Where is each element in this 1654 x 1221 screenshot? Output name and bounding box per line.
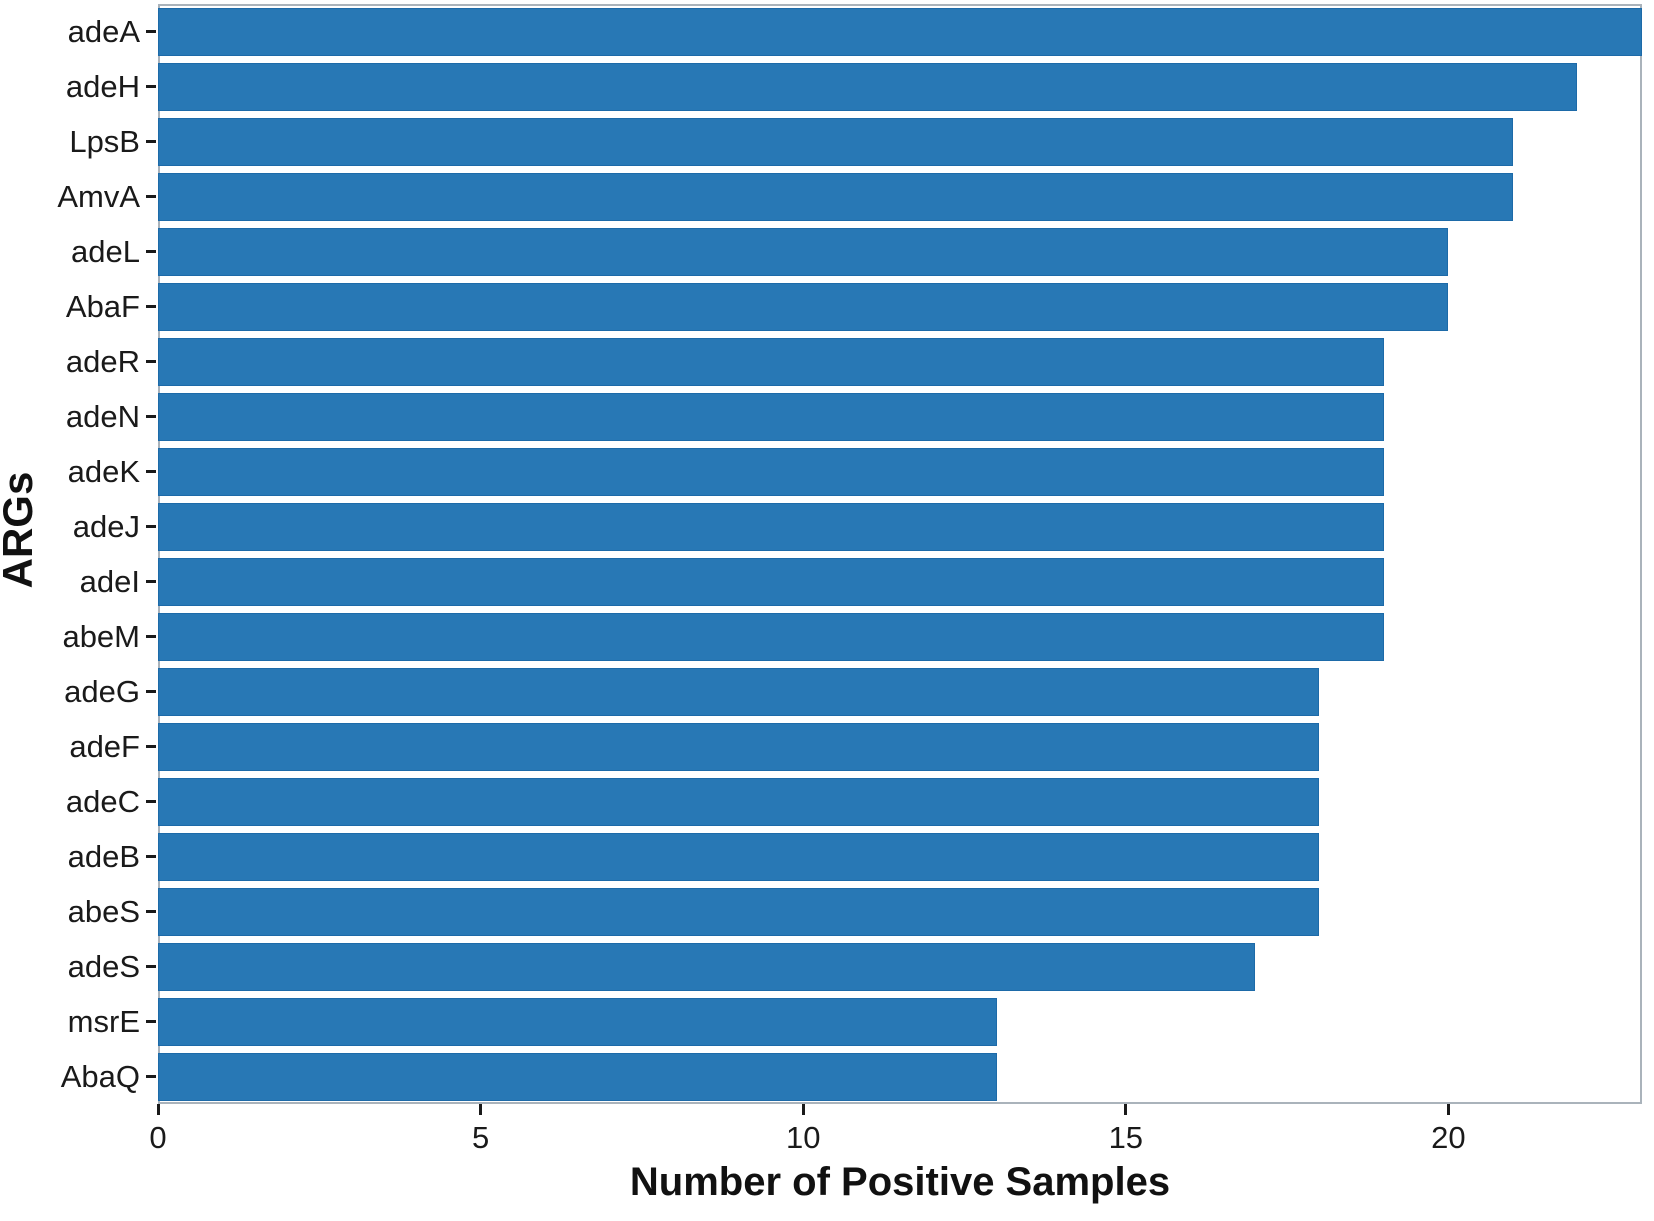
y-tick-label: adeF	[69, 728, 140, 764]
bar	[158, 62, 1578, 111]
y-tick-mark	[146, 965, 156, 968]
y-tick-mark	[146, 30, 156, 33]
bar	[158, 777, 1320, 826]
y-tick-mark	[146, 855, 156, 858]
y-tick-label: adeH	[65, 68, 140, 104]
y-tick-label: msrE	[67, 1003, 140, 1039]
y-tick-mark	[146, 800, 156, 803]
y-tick-mark	[146, 195, 156, 198]
bar	[158, 282, 1449, 331]
y-tick-label: adeB	[67, 838, 140, 874]
bar	[158, 612, 1384, 661]
x-tick-mark	[156, 1104, 160, 1115]
y-tick-mark	[146, 1020, 156, 1023]
bar	[158, 502, 1384, 551]
bar	[158, 942, 1255, 991]
y-tick-label: AbaF	[65, 288, 140, 324]
bar	[158, 117, 1513, 166]
bar	[158, 667, 1320, 716]
y-tick-mark	[146, 635, 156, 638]
y-tick-mark	[146, 745, 156, 748]
bar	[158, 7, 1642, 56]
y-tick-label: adeA	[67, 13, 140, 49]
plot-panel	[158, 4, 1642, 1104]
y-axis-title: ARGs	[0, 471, 41, 589]
y-tick-mark	[146, 140, 156, 143]
y-tick-label: adeC	[65, 783, 140, 819]
x-tick-label: 10	[785, 1120, 821, 1155]
y-tick-label: adeI	[79, 563, 140, 599]
y-tick-mark	[146, 470, 156, 473]
y-tick-label: abeM	[62, 618, 140, 654]
y-tick-label: adeK	[67, 453, 140, 489]
y-tick-mark	[146, 250, 156, 253]
y-tick-label: LpsB	[69, 123, 140, 159]
bar	[158, 557, 1384, 606]
y-tick-label: adeG	[64, 673, 140, 709]
x-tick-mark	[1446, 1104, 1450, 1115]
bar	[158, 832, 1320, 881]
bar	[158, 447, 1384, 496]
x-tick-label: 0	[149, 1120, 167, 1155]
y-tick-mark	[146, 910, 156, 913]
y-tick-label: adeS	[67, 948, 140, 984]
x-axis-title: Number of Positive Samples	[629, 1160, 1171, 1204]
y-tick-mark	[146, 85, 156, 88]
y-tick-mark	[146, 690, 156, 693]
x-tick-label: 15	[1108, 1120, 1144, 1155]
y-tick-label: adeL	[71, 233, 140, 269]
y-tick-mark	[146, 305, 156, 308]
y-tick-mark	[146, 580, 156, 583]
y-tick-label: adeR	[65, 343, 140, 379]
bar	[158, 392, 1384, 441]
bar	[158, 722, 1320, 771]
y-tick-mark	[146, 1075, 156, 1078]
bar	[158, 997, 997, 1046]
bar	[158, 337, 1384, 386]
x-tick-label: 20	[1431, 1120, 1466, 1155]
x-tick-mark	[1124, 1104, 1128, 1115]
y-tick-label: AmvA	[57, 178, 140, 214]
x-tick-mark	[479, 1104, 483, 1115]
bar	[158, 887, 1320, 936]
bar	[158, 172, 1513, 221]
y-tick-label: adeN	[65, 398, 140, 434]
bar	[158, 227, 1449, 276]
y-tick-label: AbaQ	[60, 1058, 140, 1094]
y-tick-mark	[146, 360, 156, 363]
y-tick-mark	[146, 415, 156, 418]
bar	[158, 1052, 997, 1101]
x-tick-mark	[801, 1104, 805, 1115]
y-tick-label: adeJ	[72, 508, 140, 544]
y-tick-mark	[146, 525, 156, 528]
x-tick-label: 5	[471, 1120, 490, 1155]
y-tick-label: abeS	[67, 893, 140, 929]
